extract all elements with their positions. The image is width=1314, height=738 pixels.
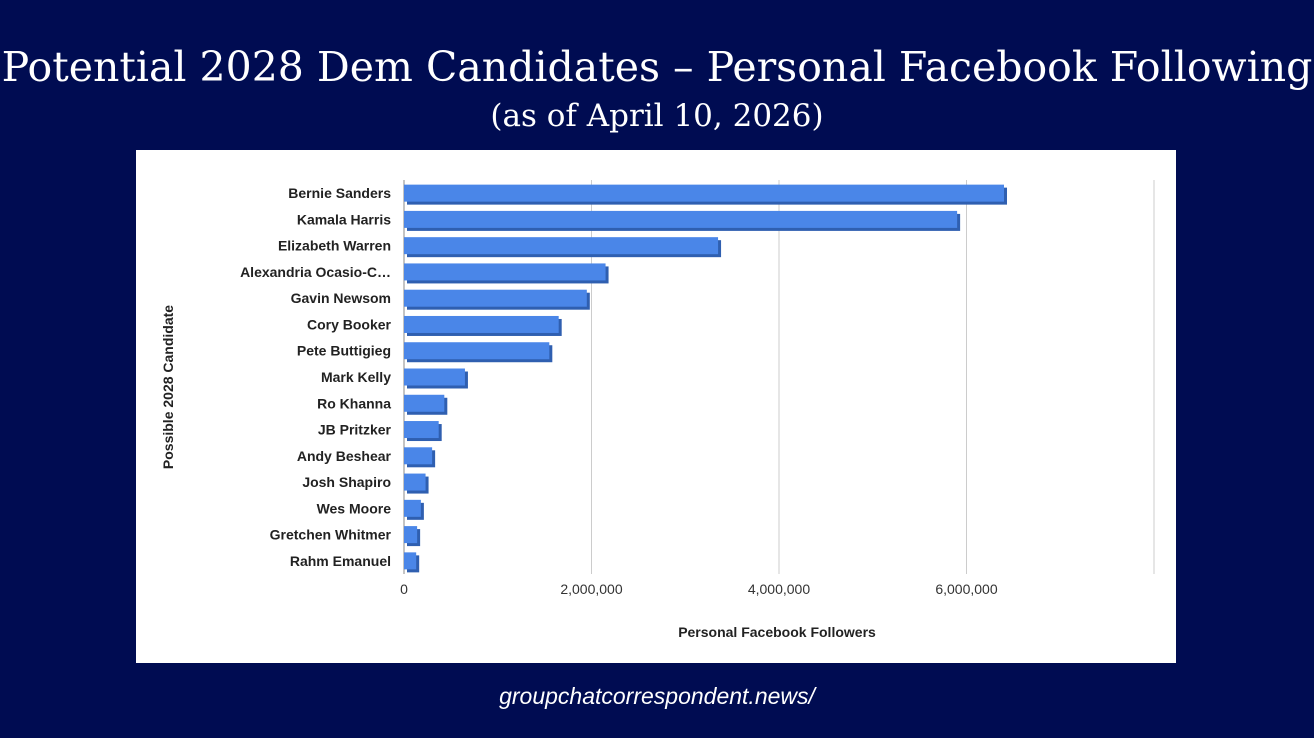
bar-face [404, 473, 426, 491]
bar[interactable] [404, 237, 722, 258]
x-tick-label: 0 [400, 581, 408, 597]
bar-face [404, 394, 445, 412]
bar-chart: Bernie Sanders Kamala Harris Elizabeth War… [160, 180, 1155, 640]
bar-face [404, 263, 606, 281]
bar-face [404, 210, 958, 228]
bar[interactable] [404, 210, 961, 231]
bar[interactable] [404, 526, 421, 547]
x-axis-title: Personal Facebook Followers [678, 624, 876, 640]
bar[interactable] [404, 421, 442, 442]
bar[interactable] [404, 289, 590, 310]
chart-panel: Bernie Sanders Kamala Harris Elizabeth War… [136, 150, 1176, 663]
category-label: Gretchen Whitmer [270, 527, 392, 543]
category-label: Alexandria Ocasio-C… [240, 264, 391, 280]
bar[interactable] [404, 184, 1007, 205]
bar[interactable] [404, 368, 468, 389]
bar[interactable] [404, 263, 609, 284]
bar-face [404, 289, 587, 307]
bar[interactable] [404, 552, 420, 573]
category-label: Rahm Emanuel [290, 553, 391, 569]
category-label: Andy Beshear [297, 448, 392, 464]
bar-face [404, 315, 559, 333]
bar[interactable] [404, 447, 436, 468]
category-label: Pete Buttigieg [297, 343, 391, 359]
page-title: Potential 2028 Dem Candidates – Personal… [1, 43, 1313, 91]
category-label: Cory Booker [307, 316, 392, 332]
y-axis-title: Possible 2028 Candidate [160, 305, 176, 469]
category-label: Mark Kelly [321, 369, 391, 385]
bar-face [404, 526, 418, 544]
bar-face [404, 447, 433, 465]
bar[interactable] [404, 394, 448, 415]
bar-face [404, 342, 550, 360]
category-label: Kamala Harris [297, 211, 391, 227]
bar-face [404, 368, 465, 386]
bar-face [404, 552, 417, 570]
x-tick-label: 6,000,000 [935, 581, 997, 597]
bar[interactable] [404, 473, 429, 494]
x-tick-label: 4,000,000 [748, 581, 810, 597]
bar[interactable] [404, 499, 424, 520]
category-label: Ro Khanna [317, 395, 391, 411]
x-tick-label: 2,000,000 [560, 581, 622, 597]
category-label: Bernie Sanders [288, 185, 391, 201]
category-label: Wes Moore [317, 500, 392, 516]
category-label: Elizabeth Warren [278, 238, 391, 254]
category-label: Gavin Newsom [291, 290, 391, 306]
bar-face [404, 184, 1004, 202]
footer-url[interactable]: groupchatcorrespondent.news/ [499, 683, 815, 709]
bar-face [404, 237, 719, 255]
page-subtitle: (as of April 10, 2026) [490, 98, 824, 134]
bar-face [404, 499, 421, 517]
category-label: Josh Shapiro [302, 474, 391, 490]
bar[interactable] [404, 315, 562, 336]
bar-face [404, 421, 439, 439]
category-label: JB Pritzker [318, 422, 392, 438]
bar[interactable] [404, 342, 553, 363]
